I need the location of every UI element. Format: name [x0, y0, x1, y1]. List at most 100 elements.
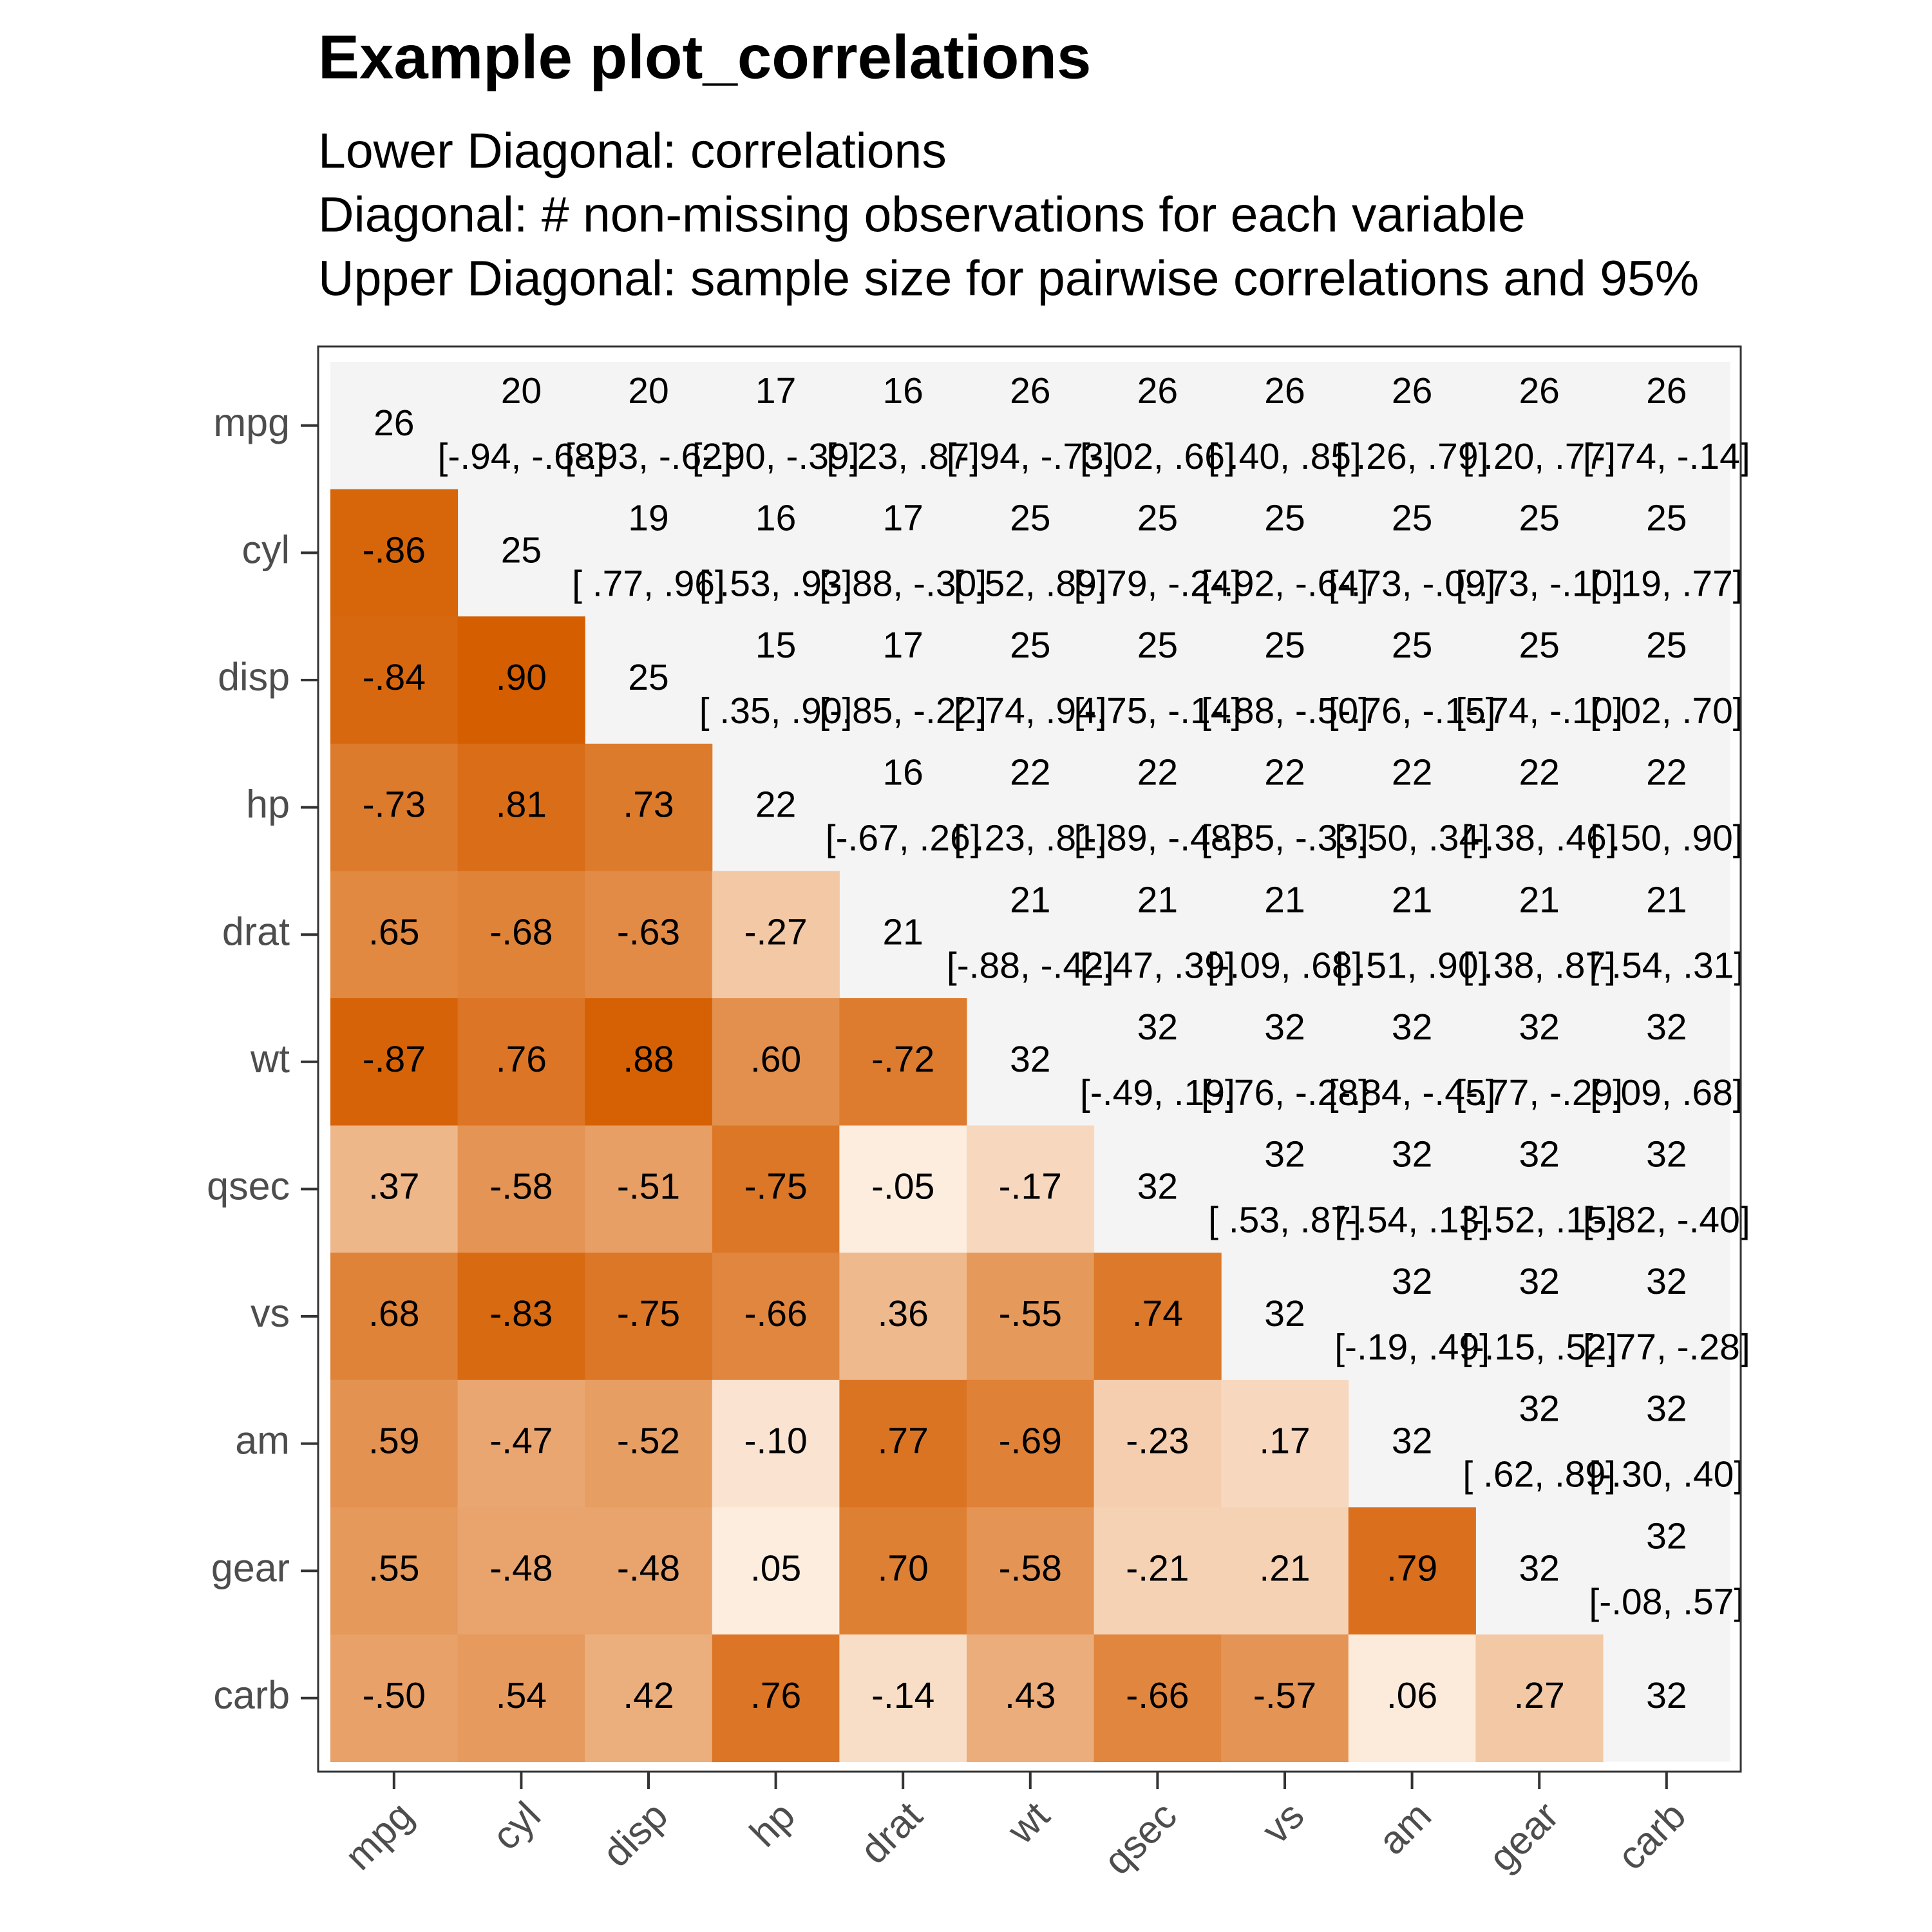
- pair-n: 22: [1519, 752, 1559, 793]
- correlation-tile: [330, 743, 459, 871]
- correlation-label: .21: [1259, 1548, 1310, 1589]
- pair-ci: [-.38, .46]: [1462, 818, 1617, 859]
- y-tick-label: cyl: [242, 528, 290, 572]
- pair-n: 16: [755, 497, 796, 538]
- pair-ci: [-.73, -.10]: [1455, 563, 1623, 604]
- correlation-tile: [839, 1253, 967, 1381]
- correlation-label: .76: [750, 1675, 801, 1716]
- correlation-tile: [457, 1379, 585, 1508]
- pair-n: 26: [1010, 370, 1050, 412]
- pair-n: 32: [1519, 1261, 1559, 1302]
- correlation-tile: [712, 1507, 840, 1635]
- diagonal-count: 22: [755, 784, 796, 826]
- correlation-tile: [330, 1634, 459, 1763]
- pair-n: 16: [882, 370, 923, 412]
- correlation-label: .17: [1259, 1421, 1310, 1462]
- correlation-tile: [967, 1125, 1095, 1253]
- chart-subtitle: Lower Diagonal: correlations: [318, 123, 947, 178]
- pair-n: 26: [1137, 370, 1178, 412]
- pair-ci: [-.54, .31]: [1589, 945, 1744, 986]
- y-tick-label: carb: [213, 1673, 290, 1717]
- pair-n: 25: [1137, 497, 1178, 538]
- y-tick-label: vs: [251, 1291, 290, 1335]
- diagonal-count: 32: [1519, 1548, 1559, 1589]
- correlation-tile: [967, 1379, 1095, 1508]
- correlation-label: .74: [1132, 1293, 1183, 1334]
- diagonal-count: 25: [501, 529, 542, 571]
- correlation-label: .59: [368, 1421, 419, 1462]
- pair-ci: [-.76, -.28]: [1201, 1072, 1368, 1113]
- pair-n: 32: [1392, 1133, 1432, 1175]
- correlation-tile: [712, 1125, 840, 1253]
- pair-ci: [ .77, .96]: [572, 563, 725, 604]
- pair-n: 21: [1392, 879, 1432, 920]
- correlation-label: .65: [368, 911, 419, 952]
- correlation-tile: [967, 1507, 1095, 1635]
- pair-ci: [-.85, -.33]: [1201, 818, 1368, 859]
- correlation-label: -.84: [363, 657, 426, 698]
- pair-n: 25: [1264, 497, 1305, 538]
- correlation-tile: [330, 1253, 459, 1381]
- correlation-tile: [457, 871, 585, 999]
- correlation-tile: [457, 1253, 585, 1381]
- correlation-label: -.66: [744, 1293, 807, 1334]
- correlation-tile: [712, 998, 840, 1126]
- correlation-tile: [585, 743, 713, 871]
- correlation-tile: [712, 871, 840, 999]
- pair-ci: [ .23, .81]: [954, 818, 1107, 859]
- correlation-tile: [330, 1125, 459, 1253]
- chart-subtitle: Upper Diagonal: sample size for pairwise…: [318, 251, 1699, 306]
- pair-n: 22: [1137, 752, 1178, 793]
- correlation-tile: [457, 616, 585, 744]
- correlation-label: -.47: [489, 1421, 553, 1462]
- correlation-tile: [457, 1125, 585, 1253]
- diagonal-count: 32: [1010, 1039, 1050, 1080]
- pair-n: 32: [1519, 1133, 1559, 1175]
- pair-n: 25: [1010, 497, 1050, 538]
- correlation-tile: [1221, 1507, 1349, 1635]
- correlation-label: -.52: [617, 1421, 680, 1462]
- correlation-tile: [839, 1507, 967, 1635]
- correlation-label: -.73: [363, 784, 426, 826]
- pair-ci: [-.15, .52]: [1462, 1327, 1617, 1368]
- correlation-label: .90: [496, 657, 547, 698]
- pair-ci: [-.52, .15]: [1462, 1199, 1617, 1240]
- pair-ci: [ .20, .77]: [1463, 436, 1616, 477]
- pair-ci: [ .23, .87]: [826, 436, 980, 477]
- pair-n: 15: [755, 625, 796, 666]
- pair-ci: [-.93, -.62]: [565, 436, 732, 477]
- correlation-tile: [839, 1379, 967, 1508]
- diagonal-count: 32: [1646, 1675, 1687, 1716]
- pair-ci: [ .53, .93]: [699, 563, 853, 604]
- correlation-tile: [585, 1253, 713, 1381]
- pair-ci: [ .19, .77]: [1590, 563, 1743, 604]
- plot-panel: -.86 -.84 .90 -.73 .81 .73 .65 -.68 -.63 -.27 -.87…: [207, 345, 1750, 1883]
- correlation-tile: [330, 1379, 459, 1508]
- pair-n: 26: [1392, 370, 1432, 412]
- pair-ci: [-.94, -.73]: [947, 436, 1114, 477]
- correlation-label: .88: [623, 1039, 674, 1080]
- pair-ci: [-.92, -.64]: [1201, 563, 1368, 604]
- pair-ci: [ .40, .85]: [1208, 436, 1361, 477]
- correlation-label: .77: [878, 1421, 929, 1462]
- diagonal-count: 32: [1137, 1166, 1178, 1207]
- pair-n: 32: [1392, 1261, 1432, 1302]
- pair-n: 26: [1519, 370, 1559, 412]
- pair-n: 25: [1137, 625, 1178, 666]
- correlation-label: .60: [750, 1039, 801, 1080]
- pair-n: 17: [755, 370, 796, 412]
- correlation-label: -.75: [744, 1166, 807, 1207]
- correlation-label: -.48: [617, 1548, 680, 1589]
- correlation-label: -.27: [744, 911, 807, 952]
- correlation-label: -.83: [489, 1293, 553, 1334]
- correlation-label: -.50: [363, 1675, 426, 1716]
- pair-ci: [-.75, -.14]: [1074, 690, 1242, 732]
- correlation-tile: [839, 998, 967, 1126]
- correlation-tile: [585, 1125, 713, 1253]
- pair-n: 25: [1646, 497, 1687, 538]
- correlation-tile: [1094, 1507, 1222, 1635]
- correlation-label: -.58: [489, 1166, 553, 1207]
- pair-ci: [-.50, .34]: [1334, 818, 1490, 859]
